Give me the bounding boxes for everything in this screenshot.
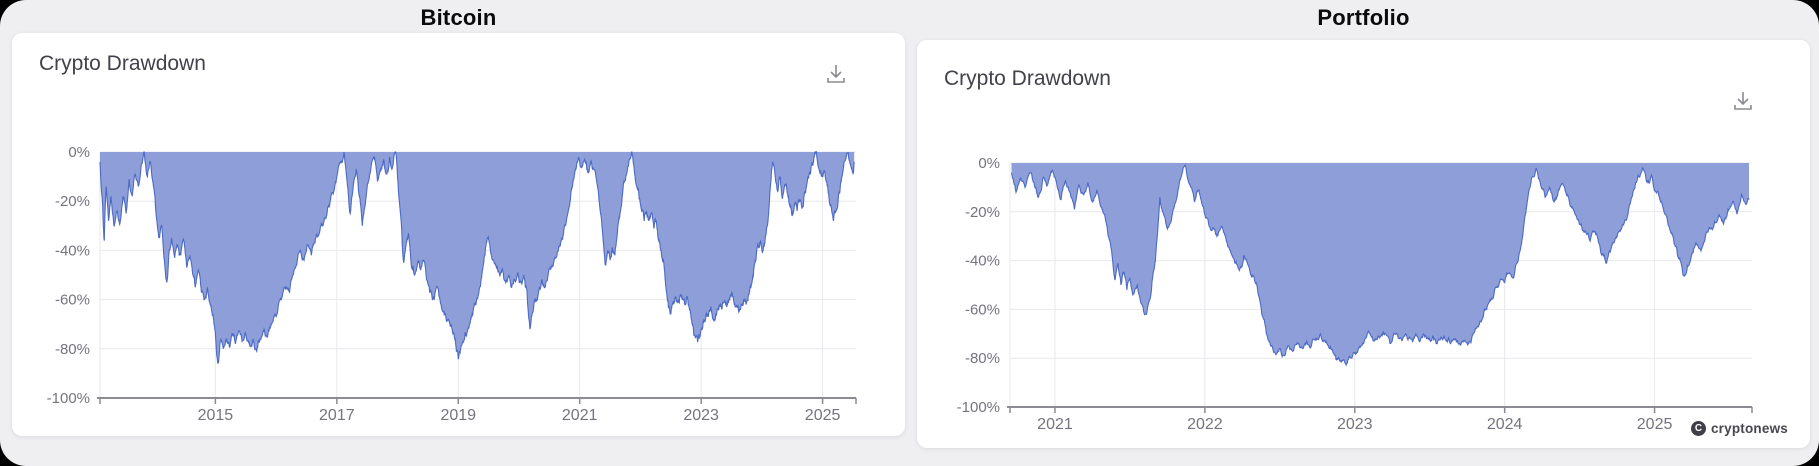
cryptonews-watermark: C cryptonews xyxy=(1690,421,1788,436)
x-axis-tick-label: 2024 xyxy=(1487,416,1523,433)
cryptonews-logo-icon: C xyxy=(1690,421,1706,436)
y-axis-tick-label: -100% xyxy=(47,390,90,407)
portfolio-drawdown-card: Crypto Drawdown 0% -20% -40% -60% -80% -100% 2… xyxy=(917,40,1810,448)
panel-title-portfolio: Portfolio xyxy=(1317,5,1410,30)
y-axis-tick-label: 0% xyxy=(978,155,1000,172)
download-arrow-glyph xyxy=(1734,92,1752,110)
x-axis-tick-label: 2022 xyxy=(1187,416,1223,433)
x-axis-tick-label: 2015 xyxy=(198,407,234,424)
x-axis-tick-label: 2023 xyxy=(1337,416,1373,433)
y-axis-tick-label: 0% xyxy=(68,144,90,161)
portfolio-drawdown-chart[interactable]: 0% -20% -40% -60% -80% -100% 2021 2022 2023 2024 2… xyxy=(942,150,1772,442)
y-axis-tick-label: -60% xyxy=(55,292,90,309)
cryptonews-watermark-text: cryptonews xyxy=(1710,421,1788,436)
y-axis-tick-label: -100% xyxy=(957,399,1000,416)
y-axis-tick-label: -40% xyxy=(965,253,1000,270)
bitcoin-drawdown-chart[interactable]: 0% -20% -40% -60% -80% -100% 2015 2017 2019 2021 2… xyxy=(32,138,882,430)
x-axis-tick-label: 2021 xyxy=(562,407,598,424)
x-axis-tick-label: 2019 xyxy=(440,407,476,424)
y-axis-tick-label: -80% xyxy=(55,341,90,358)
download-icon[interactable] xyxy=(823,61,849,87)
panel-title-bitcoin: Bitcoin xyxy=(420,5,497,30)
download-icon[interactable] xyxy=(1730,88,1756,114)
y-axis-tick-label: -40% xyxy=(55,242,90,259)
chart-title: Crypto Drawdown xyxy=(39,52,206,75)
x-axis-tick-label: 2017 xyxy=(319,407,355,424)
x-axis-tick-label: 2023 xyxy=(683,407,719,424)
bitcoin-drawdown-card: Crypto Drawdown 0% -20% -40% -60% -80% -100% 2… xyxy=(12,33,905,436)
y-axis-tick-label: -80% xyxy=(965,350,1000,367)
download-arrow-glyph xyxy=(827,65,845,83)
x-axis-tick-label: 2025 xyxy=(1637,416,1673,433)
y-axis-tick-label: -60% xyxy=(965,301,1000,318)
y-axis-tick-label: -20% xyxy=(55,193,90,210)
x-axis-tick-label: 2025 xyxy=(805,407,841,424)
y-axis-tick-label: -20% xyxy=(965,204,1000,221)
x-axis-tick-label: 2021 xyxy=(1037,416,1073,433)
chart-title: Crypto Drawdown xyxy=(944,67,1111,90)
